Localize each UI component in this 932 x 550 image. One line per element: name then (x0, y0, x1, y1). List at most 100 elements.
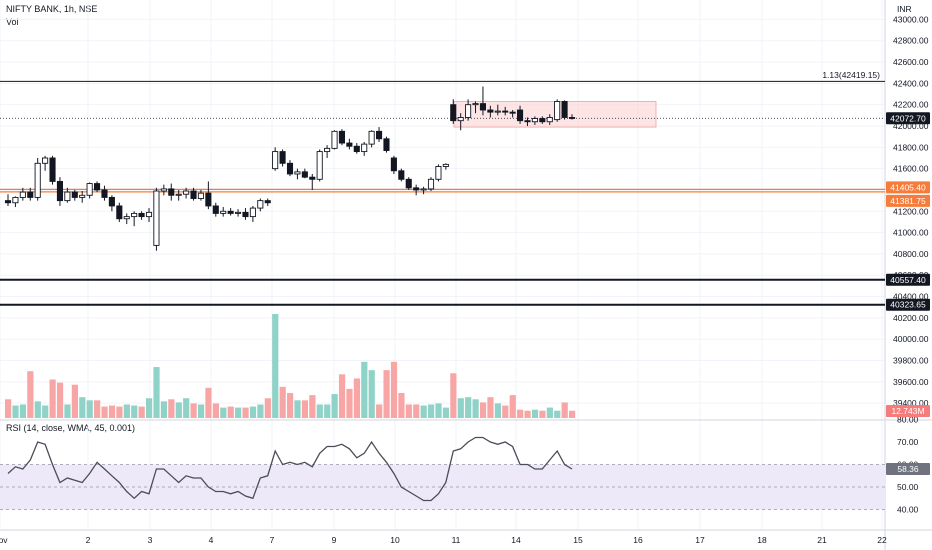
candle (479, 86, 486, 116)
candle (101, 185, 108, 201)
grid-lines (0, 0, 885, 530)
candle-body (86, 183, 93, 196)
price-tick-label: 40400.00 (893, 292, 929, 302)
candle-body (227, 210, 234, 214)
candle (212, 202, 219, 217)
volume-bar (190, 403, 197, 418)
volume-bar (168, 399, 175, 418)
candle (64, 187, 71, 203)
candle (502, 106, 509, 116)
candle (116, 202, 123, 222)
candle (338, 129, 345, 146)
candle-body (27, 191, 34, 198)
volume-bar (428, 404, 435, 418)
volume-bar (153, 367, 160, 418)
candle (183, 187, 190, 199)
volume-bar (264, 398, 271, 418)
time-tick-label: 14 (511, 535, 521, 545)
candle (524, 117, 531, 126)
candle-body (509, 111, 516, 114)
rsi-tick-label: 40.00 (897, 505, 919, 515)
candle (561, 100, 568, 120)
candle-body (524, 120, 531, 123)
candle (420, 186, 427, 195)
candle-body (190, 190, 197, 199)
fib-level-label: 1.13(42419.15) (822, 70, 880, 80)
candle (42, 155, 49, 171)
volume-bar (227, 406, 234, 418)
candle-body (220, 210, 227, 214)
time-axis-labels: Nov 2 3 4 7 9 10 11 14 15 16 17 18 21 22 (0, 535, 887, 545)
candle (108, 195, 115, 212)
candle-body (108, 196, 115, 207)
volume-bar (279, 386, 286, 418)
volume-bar (183, 398, 190, 418)
volume-bar (487, 397, 494, 418)
volume-bar (294, 400, 301, 418)
candle-body (168, 188, 175, 196)
candle (168, 183, 175, 201)
volume-bar (457, 398, 464, 418)
candle-body (435, 166, 442, 180)
candle-body (353, 145, 360, 153)
volume-bar (539, 410, 546, 418)
candle-body (398, 170, 405, 180)
candle-body (376, 130, 383, 140)
volume-bar (12, 405, 19, 418)
price-tick-label: 40200.00 (893, 313, 929, 323)
candle-body (94, 183, 101, 191)
volume-bar (108, 405, 116, 418)
price-tag-bg (886, 194, 930, 207)
candle (34, 157, 41, 201)
volume-bar (101, 406, 108, 418)
candle (86, 182, 93, 199)
candle-body (12, 196, 19, 204)
price-tick-label: 40000.00 (893, 334, 929, 344)
candle-body (183, 190, 190, 195)
candle-body (517, 109, 524, 122)
candle-body (561, 101, 568, 118)
volume-bar (509, 395, 516, 418)
price-tick-label: 42200.00 (893, 100, 929, 110)
rsi-tick-label: 50.00 (897, 482, 919, 492)
volume-bar (420, 405, 427, 418)
volume-bar (123, 404, 130, 418)
candle-body (153, 190, 160, 246)
candle-body (205, 192, 212, 207)
volume-bar (64, 404, 71, 418)
candle-body (279, 151, 286, 164)
candle-body (145, 211, 153, 218)
candle (12, 196, 19, 208)
candle (153, 187, 160, 251)
price-tag-text: 41405.40 (890, 182, 926, 192)
candle-body (42, 157, 49, 164)
candle-body (390, 157, 397, 172)
price-tick-label: 41000.00 (893, 228, 929, 238)
candle-body (71, 191, 78, 198)
candle (546, 114, 553, 125)
time-tick-label: 9 (332, 535, 337, 545)
candle-body (442, 163, 449, 167)
candle-body (413, 187, 420, 191)
volume-bar (49, 379, 56, 418)
candle-body (301, 171, 308, 178)
volume-bar (346, 388, 353, 418)
volume-bar (212, 403, 219, 418)
candle (279, 149, 286, 167)
candle (123, 213, 130, 225)
candle-body (472, 103, 479, 106)
price-tick-label: 39600.00 (893, 377, 929, 387)
candle (131, 211, 138, 227)
candle (264, 198, 271, 206)
volume-bar (19, 404, 27, 418)
candle (205, 181, 212, 210)
candle (294, 168, 301, 180)
candle (331, 130, 338, 150)
price-tick-label: 42400.00 (893, 78, 929, 88)
candle (94, 181, 101, 193)
time-tick-label: 4 (209, 535, 214, 545)
volume-bar (257, 404, 264, 418)
candle (472, 101, 479, 114)
candle (301, 168, 308, 179)
